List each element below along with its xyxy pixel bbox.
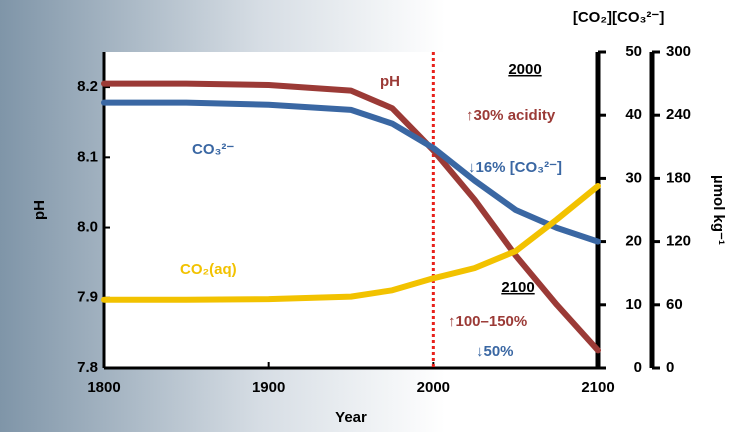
x-tick-label: 2100 [581,379,614,396]
y-tick-label: 7.8 [77,359,98,376]
y-tick-label: 8.2 [77,78,98,95]
x-tick-label: 1900 [252,379,285,396]
x-axis-title: Year [335,409,367,426]
y-tick-label: 8.1 [77,148,98,165]
unit-label: µmol kg⁻¹ [710,175,727,245]
y3-tick-label: 120 [666,233,691,250]
y2-tick-label: 10 [625,296,642,313]
annotation: ↑30% acidity [466,107,556,124]
y2-axis-title: [CO₂] [573,9,612,26]
annotation: 2100 [501,279,534,296]
y2-tick-label: 40 [625,106,642,123]
series-label: CO₂(aq) [180,261,237,278]
y3-tick-label: 180 [666,169,691,186]
y3-tick-label: 300 [666,43,691,60]
y2-tick-label: 20 [625,233,642,250]
annotation: ↓50% [476,343,514,360]
y2-tick-label: 0 [634,359,642,376]
chart: 7.8 7.9 8.0 8.1 8.2 0 10 20 30 40 50 0 60 120 180 240 30… [0,0,742,432]
x-tick-label: 1800 [87,379,120,396]
y-axis-title: pH [31,200,48,220]
x-tick-label: 2000 [417,379,450,396]
series-label: pH [380,73,400,90]
y-tick-label: 8.0 [77,219,98,236]
annotation: ↑100–150% [448,313,527,330]
y3-axis-title: [CO₃²⁻] [612,9,664,26]
y3-tick-label: 60 [666,296,683,313]
y-tick-label: 7.9 [77,289,98,306]
y3-tick-label: 240 [666,106,691,123]
y2-tick-label: 50 [625,43,642,60]
series-label: CO₃²⁻ [192,141,234,158]
y2-tick-label: 30 [625,169,642,186]
annotation: 2000 [508,61,541,78]
y3-tick-label: 0 [666,359,674,376]
annotation: ↓16% [CO₃²⁻] [468,159,562,176]
